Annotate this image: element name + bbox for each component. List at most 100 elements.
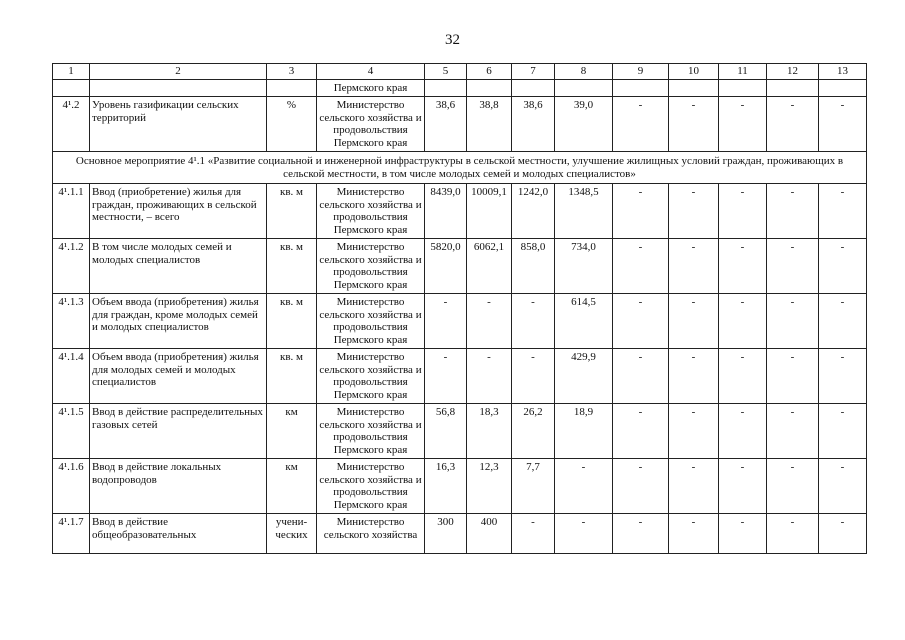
cell-col-6: 6062,1 [466,238,512,294]
cell-col-13: - [818,403,867,459]
cell-col-13: - [818,513,867,554]
section-row: Основное мероприятие 4¹.1 «Развитие соци… [52,151,867,184]
cell-col-5: 300 [424,513,467,554]
cell-col-2: Ввод (приобретение) жилья для граждан, п… [89,183,267,239]
table-row: 4¹.1.6 Ввод в действие локальных водопров… [52,458,867,514]
cell-col-5: - [424,293,467,349]
cell-col-13: - [818,293,867,349]
cell-col-12: - [766,458,819,514]
cell-col-9: - [612,458,669,514]
indicators-table: 1 2 3 4 5 6 7 8 9 10 11 12 13 Пермского края 4¹.2 Урове… [52,63,867,554]
cell-col-3: учени-ческих [266,513,317,554]
cell-col-10 [668,78,719,97]
cell-col-11: - [718,403,767,459]
cell-col-9: - [612,513,669,554]
cell-col-1: 4¹.1.4 [52,348,90,404]
cell-col-4: Министерство сельского хозяйства [316,513,425,554]
cell-col-6: 10009,1 [466,183,512,239]
cell-col-7: 38,6 [511,96,555,152]
cell-col-10: - [668,96,719,152]
table-row: 4¹.1.5 Ввод в действие распределительных … [52,403,867,459]
cell-col-5: 8439,0 [424,183,467,239]
cell-col-1: 4¹.2 [52,96,90,152]
cell-col-13: - [818,348,867,404]
cell-col-13: - [818,238,867,294]
cell-col-11 [718,78,767,97]
column-number: 4 [316,63,425,80]
cell-col-13: - [818,96,867,152]
cell-col-11: - [718,96,767,152]
cell-col-4: Министерство сельского хозяйства и продо… [316,348,425,404]
cell-col-1 [52,78,90,97]
cell-col-12: - [766,183,819,239]
cell-col-2: Уровень газификации сельских территорий [89,96,267,152]
cell-col-8: 39,0 [554,96,613,152]
cell-col-12: - [766,403,819,459]
cell-col-6: 12,3 [466,458,512,514]
column-number: 6 [466,63,512,80]
cell-col-4: Пермского края [316,78,425,97]
cell-col-9: - [612,96,669,152]
cell-col-10: - [668,403,719,459]
cell-col-3: % [266,96,317,152]
section-title: Основное мероприятие 4¹.1 «Развитие соци… [52,151,867,184]
cell-col-6: 18,3 [466,403,512,459]
cell-col-13 [818,78,867,97]
cell-col-4: Министерство сельского хозяйства и продо… [316,293,425,349]
cell-col-7: - [511,293,555,349]
table-row: 4¹.1.7 Ввод в действие общеобразовательны… [52,513,867,554]
cell-col-11: - [718,348,767,404]
table-row: 4¹.1.4 Объем ввода (приобретения) жилья д… [52,348,867,404]
cell-col-2: В том числе молодых семей и молодых спец… [89,238,267,294]
cell-col-4: Министерство сельского хозяйства и продо… [316,96,425,152]
cell-col-10: - [668,238,719,294]
column-number: 13 [818,63,867,80]
cell-col-1: 4¹.1.5 [52,403,90,459]
column-number: 7 [511,63,555,80]
cell-col-10: - [668,513,719,554]
cell-col-9: - [612,183,669,239]
column-number: 2 [89,63,267,80]
cell-col-5: 38,6 [424,96,467,152]
column-number: 11 [718,63,767,80]
cell-col-13: - [818,183,867,239]
cell-col-8: - [554,458,613,514]
page-number: 32 [445,32,460,48]
table-row: 4¹.1.3 Объем ввода (приобретения) жилья д… [52,293,867,349]
continuation-row: Пермского края [52,78,867,97]
cell-col-4: Министерство сельского хозяйства и продо… [316,238,425,294]
cell-col-10: - [668,183,719,239]
cell-col-6 [466,78,512,97]
cell-col-2: Ввод в действие общеобразовательных [89,513,267,554]
cell-col-11: - [718,183,767,239]
cell-col-2 [89,78,267,97]
cell-col-3: кв. м [266,238,317,294]
cell-col-12: - [766,348,819,404]
cell-col-2: Ввод в действие локальных водопроводов [89,458,267,514]
cell-col-10: - [668,458,719,514]
cell-col-7: 1242,0 [511,183,555,239]
cell-col-7: - [511,348,555,404]
table-row: 4¹.2 Уровень газификации сельских террито… [52,96,867,152]
cell-col-12: - [766,293,819,349]
table-row: 4¹.1.1 Ввод (приобретение) жилья для граж… [52,183,867,239]
cell-col-7: 7,7 [511,458,555,514]
cell-col-3: кв. м [266,183,317,239]
cell-col-3: км [266,403,317,459]
cell-col-6: 38,8 [466,96,512,152]
cell-col-12: - [766,96,819,152]
cell-col-11: - [718,458,767,514]
cell-col-5: 5820,0 [424,238,467,294]
column-number: 3 [266,63,317,80]
cell-col-12 [766,78,819,97]
column-number: 5 [424,63,467,80]
column-number: 10 [668,63,719,80]
cell-col-4: Министерство сельского хозяйства и продо… [316,458,425,514]
cell-col-8 [554,78,613,97]
cell-col-9 [612,78,669,97]
cell-col-9: - [612,293,669,349]
cell-col-12: - [766,238,819,294]
cell-col-13: - [818,458,867,514]
cell-col-8: - [554,513,613,554]
cell-col-3: км [266,458,317,514]
